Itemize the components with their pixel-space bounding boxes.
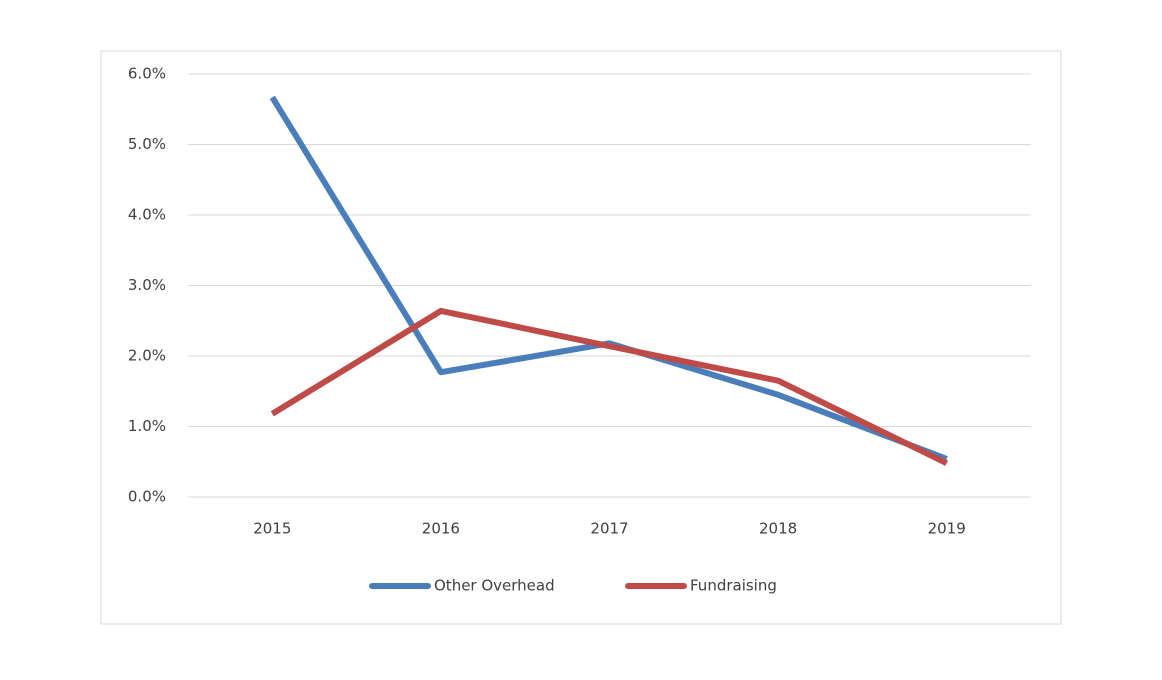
legend-label: Fundraising — [690, 577, 777, 595]
y-tick-label: 5.0% — [128, 135, 166, 153]
y-tick-label: 2.0% — [128, 347, 166, 365]
y-tick-label: 0.0% — [128, 488, 166, 506]
y-tick-label: 4.0% — [128, 206, 166, 224]
legend-label: Other Overhead — [434, 577, 555, 595]
x-tick-label: 2016 — [422, 520, 460, 538]
x-tick-label: 2015 — [253, 520, 291, 538]
y-tick-label: 3.0% — [128, 276, 166, 294]
series-line — [270, 307, 949, 466]
x-tick-label: 2019 — [928, 520, 966, 538]
x-tick-label: 2018 — [759, 520, 797, 538]
y-tick-label: 1.0% — [128, 417, 166, 435]
x-tick-label: 2017 — [590, 520, 628, 538]
y-tick-label: 6.0% — [128, 65, 166, 83]
